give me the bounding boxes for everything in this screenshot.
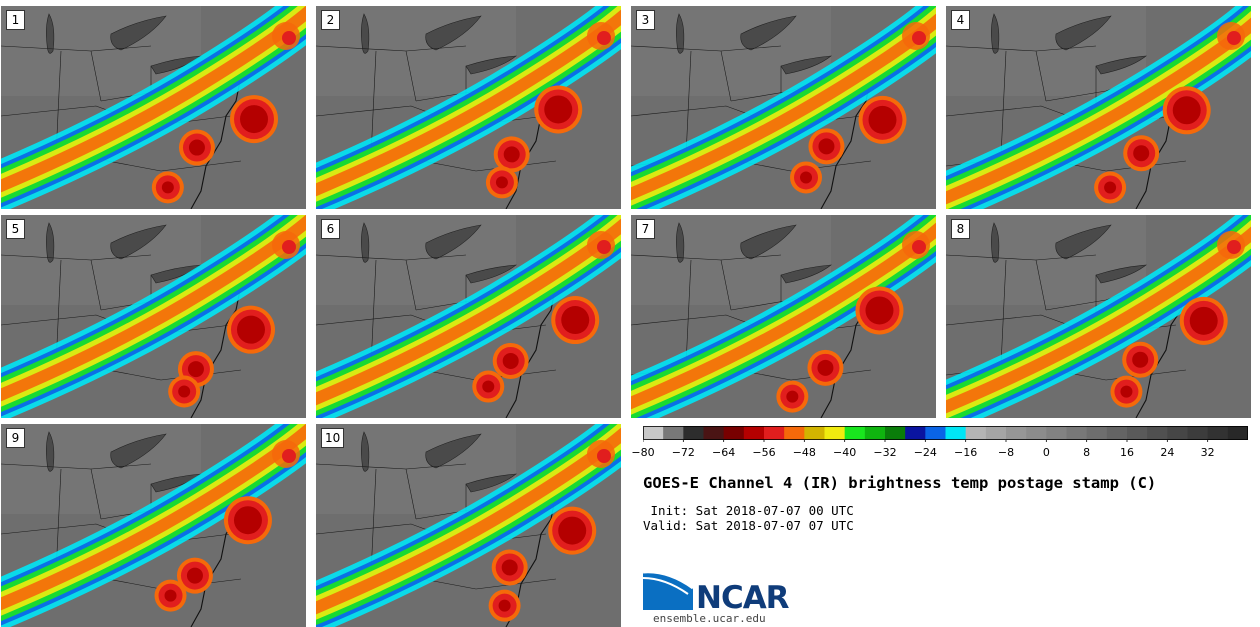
colorbar-segment [703,426,725,440]
panel-number-label: 9 [6,428,25,448]
satellite-ir-map [1,6,306,209]
satellite-ir-map [316,424,621,627]
colorbar-tick-label: −8 [997,446,1015,459]
panel-number-label: 4 [951,10,970,30]
satellite-ir-map [1,424,306,627]
ensemble-member-panel: 3 [631,6,936,209]
satellite-ir-map [1,215,306,418]
colorbar-tick-label: 8 [1083,446,1091,459]
colorbar-segment [1147,426,1168,440]
satellite-ir-map [316,215,621,418]
satellite-ir-map [631,6,936,209]
colorbar-segment [1006,426,1027,440]
panel-number-label: 3 [636,10,655,30]
colorbar-tick-label: −80 [631,446,655,459]
panel-number-label: 6 [321,219,340,239]
ensemble-member-panel: 2 [316,6,621,209]
colorbar-tick-label: 24 [1160,446,1175,459]
colorbar-tick-label: −56 [752,446,776,459]
colorbar-segment [985,426,1007,440]
ensemble-member-panel: 10 [316,424,621,627]
colorbar-tick-label: 0 [1042,446,1050,459]
panel-number-label: 2 [321,10,340,30]
panel-number-label: 10 [321,428,345,448]
init-time: Init: Sat 2018-07-07 00 UTC [643,503,854,518]
ensemble-member-panel: 9 [1,424,306,627]
colorbar-segment [1127,426,1148,440]
colorbar [643,426,1248,442]
colorbar-segment [925,426,946,440]
colorbar-segment [1207,426,1229,440]
colorbar-tick-label: −48 [792,446,816,459]
ensemble-member-panel: 8 [946,215,1251,418]
colorbar-segment [824,426,846,440]
colorbar-segment [804,426,825,440]
colorbar-segment [764,426,785,440]
panel-number-label: 5 [6,219,25,239]
ensemble-member-panel: 6 [316,215,621,418]
colorbar-segment [723,426,745,440]
colorbar-segment [885,426,906,440]
satellite-ir-map [946,215,1251,418]
logo-url: ensemble.ucar.edu [653,612,766,625]
colorbar-segment [663,426,684,440]
colorbar-segment [1026,426,1047,440]
colorbar-segment [1086,426,1108,440]
figure-title: GOES-E Channel 4 (IR) brightness temp po… [643,474,1157,492]
colorbar-segment [1046,426,1067,440]
colorbar-segment [1187,426,1209,440]
colorbar-segment [643,426,664,440]
ensemble-member-panel: 5 [1,215,306,418]
colorbar-tick-label: −16 [954,446,978,459]
colorbar-segment [905,426,926,440]
colorbar-segment [1167,426,1188,440]
colorbar-segment [683,426,704,440]
colorbar-segment [945,426,967,440]
panel-number-label: 1 [6,10,25,30]
colorbar-tick-label: 32 [1200,446,1215,459]
colorbar-tick-label: 16 [1120,446,1134,459]
colorbar-tick-label: −72 [671,446,695,459]
colorbar-segment [1066,426,1088,440]
colorbar-segment [1106,426,1128,440]
valid-time: Valid: Sat 2018-07-07 07 UTC [643,518,854,533]
colorbar-segment [1227,426,1248,440]
ensemble-member-panel: 1 [1,6,306,209]
colorbar-segment [743,426,765,440]
colorbar-tick-label: −32 [873,446,897,459]
colorbar-segment [965,426,987,440]
colorbar-tick-label: −24 [913,446,937,459]
panel-number-label: 8 [951,219,970,239]
ncar-logo-text: NCAR [696,580,790,616]
satellite-ir-map [946,6,1251,209]
panel-number-label: 7 [636,219,655,239]
colorbar-segment [844,426,866,440]
ensemble-member-panel: 4 [946,6,1251,209]
colorbar-segment [864,426,886,440]
satellite-ir-map [316,6,621,209]
ensemble-member-panel: 7 [631,215,936,418]
colorbar-tick-label: −40 [833,446,857,459]
ncar-logo [643,570,694,610]
satellite-ir-map [631,215,936,418]
colorbar-segment [784,426,805,440]
colorbar-tick-label: −64 [712,446,736,459]
